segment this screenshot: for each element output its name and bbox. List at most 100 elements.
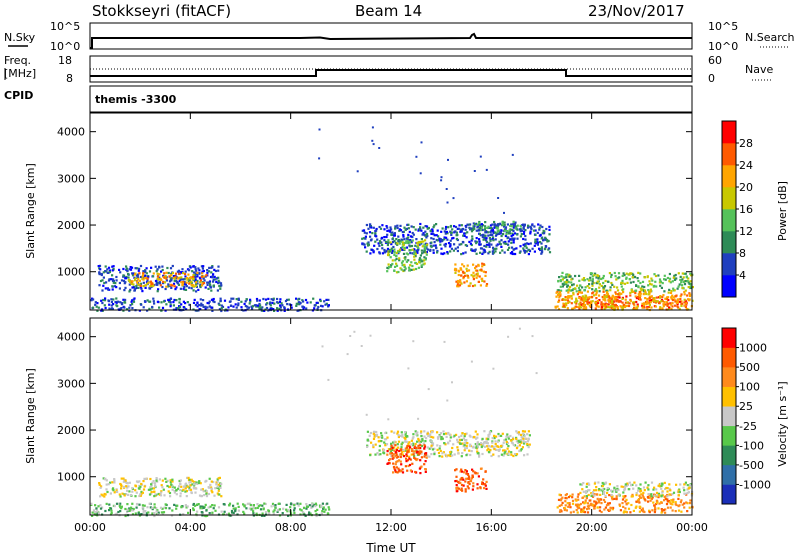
- echo-cell: [586, 508, 589, 511]
- echo-cell: [583, 303, 586, 307]
- echo-cell: [511, 232, 514, 235]
- echo-cell: [635, 493, 638, 497]
- echo-cell: [569, 289, 573, 292]
- echo-cell: [409, 235, 412, 238]
- echo-cell: [161, 479, 164, 482]
- echo-cell: [458, 243, 461, 246]
- echo-cell: [270, 298, 273, 301]
- echo-cell: [181, 278, 184, 281]
- echo-cell: [506, 442, 509, 445]
- power-ylabel: Slant Range [km]: [24, 163, 37, 259]
- echo-cell: [104, 287, 107, 290]
- echo-cell: [566, 502, 569, 505]
- echo-cell: [371, 126, 374, 129]
- echo-cell: [387, 418, 390, 421]
- echo-cell: [376, 452, 379, 455]
- echo-cell: [627, 488, 630, 491]
- echo-cell: [411, 239, 414, 242]
- echo-cell: [196, 275, 199, 278]
- echo-cell: [184, 504, 187, 507]
- echo-cell: [429, 244, 432, 248]
- echo-cell: [389, 265, 392, 268]
- echo-cell: [370, 238, 373, 241]
- echo-cell: [324, 508, 327, 511]
- echo-cell: [282, 507, 285, 510]
- echo-cell: [95, 305, 98, 308]
- echo-cell: [560, 497, 563, 501]
- echo-cell: [496, 440, 500, 443]
- echo-cell: [149, 486, 153, 489]
- echo-cell: [503, 439, 506, 442]
- echo-cell: [435, 247, 438, 250]
- echo-cell: [469, 282, 472, 285]
- echo-cell: [637, 489, 640, 492]
- echo-cell: [92, 509, 96, 512]
- echo-cell: [416, 458, 419, 461]
- echo-cell: [413, 445, 416, 448]
- echo-cell: [182, 513, 185, 516]
- echo-cell: [188, 269, 191, 272]
- echo-cell: [569, 506, 572, 509]
- echo-cell: [209, 275, 213, 279]
- echo-cell: [185, 484, 188, 487]
- echo-cell: [679, 300, 682, 303]
- colorbar-segment: [722, 406, 736, 427]
- echo-cell: [144, 284, 147, 287]
- echo-cell: [650, 497, 653, 501]
- echo-cell: [285, 508, 288, 511]
- echo-cell: [420, 456, 423, 459]
- echo-cell: [394, 259, 397, 262]
- echo-cell: [683, 304, 686, 307]
- echo-cell: [192, 486, 195, 489]
- echo-cell: [563, 508, 566, 512]
- echo-cell: [478, 220, 481, 224]
- echo-cell: [401, 453, 404, 456]
- echo-cell: [487, 451, 491, 454]
- echo-cell: [568, 502, 571, 505]
- echo-cell: [571, 284, 574, 287]
- echo-cell: [297, 303, 300, 306]
- echo-cell: [485, 243, 488, 246]
- echo-cell: [618, 504, 622, 507]
- echo-cell: [668, 280, 671, 283]
- echo-cell: [651, 509, 654, 512]
- echo-cell: [540, 251, 544, 254]
- echo-cell: [606, 303, 609, 306]
- echo-cell: [373, 430, 376, 433]
- echo-cell: [519, 250, 522, 253]
- echo-cell: [104, 509, 107, 513]
- echo-cell: [176, 270, 179, 273]
- echo-cell: [677, 497, 680, 500]
- echo-cell: [164, 309, 167, 312]
- echo-cell: [105, 479, 108, 482]
- echo-cell: [641, 494, 644, 497]
- echo-cell: [485, 284, 488, 287]
- echo-cell: [425, 251, 428, 254]
- echo-cell: [485, 168, 488, 171]
- echo-cell: [406, 253, 410, 256]
- echo-cell: [489, 230, 492, 234]
- echo-cell: [480, 223, 483, 226]
- echo-cell: [643, 498, 646, 501]
- echo-cell: [161, 268, 164, 272]
- echo-cell: [438, 447, 441, 450]
- echo-cell: [106, 271, 109, 274]
- echo-cell: [628, 278, 631, 281]
- echo-cell: [492, 367, 495, 370]
- echo-cell: [256, 503, 259, 506]
- echo-cell: [487, 438, 490, 441]
- echo-cell: [688, 294, 692, 297]
- echo-cell: [132, 507, 135, 511]
- echo-cell: [465, 454, 468, 457]
- echo-cell: [571, 496, 574, 499]
- echo-cell: [487, 234, 490, 237]
- echo-cell: [622, 272, 625, 275]
- echo-cell: [476, 483, 479, 486]
- echo-cell: [406, 241, 409, 245]
- echo-cell: [608, 494, 611, 497]
- echo-cell: [266, 302, 269, 305]
- echo-cell: [134, 489, 137, 492]
- echo-cell: [400, 268, 403, 271]
- echo-cell: [405, 454, 409, 457]
